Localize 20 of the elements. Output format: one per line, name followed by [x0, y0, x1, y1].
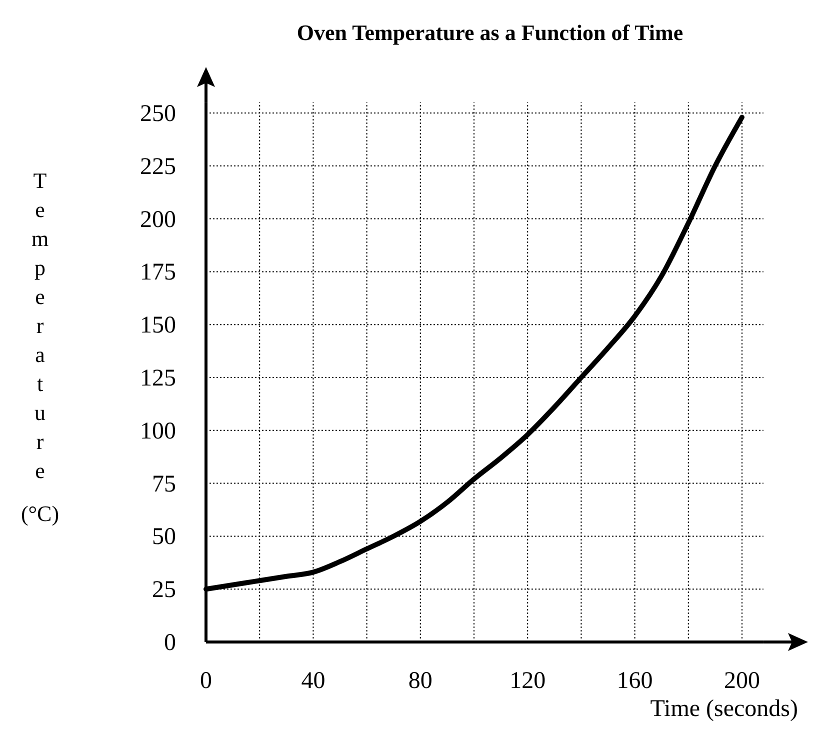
x-axis-title: Time (seconds): [650, 696, 798, 722]
y-tick-label: 175: [140, 260, 176, 286]
x-tick-label: 160: [616, 668, 653, 694]
y-tick-label: 50: [152, 524, 176, 550]
x-tick-label: 0: [200, 668, 212, 694]
x-tick-label: 200: [724, 668, 760, 694]
y-tick-label: 25: [152, 577, 176, 604]
y-tick-label: 225: [140, 154, 176, 180]
y-tick-label: 100: [140, 418, 176, 444]
x-tick-label: 40: [301, 668, 326, 694]
chart-title: Oven Temperature as a Function of Time: [296, 20, 684, 45]
y-tick-label: 0: [164, 630, 176, 656]
y-tick-label: 200: [140, 206, 176, 233]
y-tick-label: 125: [140, 366, 176, 392]
x-tick-label: 120: [510, 668, 546, 694]
text: Temperature (°C): [20, 168, 60, 526]
x-tick-label: 80: [408, 668, 432, 694]
y-tick-label: 250: [140, 101, 176, 127]
y-tick-label: 150: [140, 312, 176, 339]
y-tick-label: 75: [152, 471, 176, 498]
